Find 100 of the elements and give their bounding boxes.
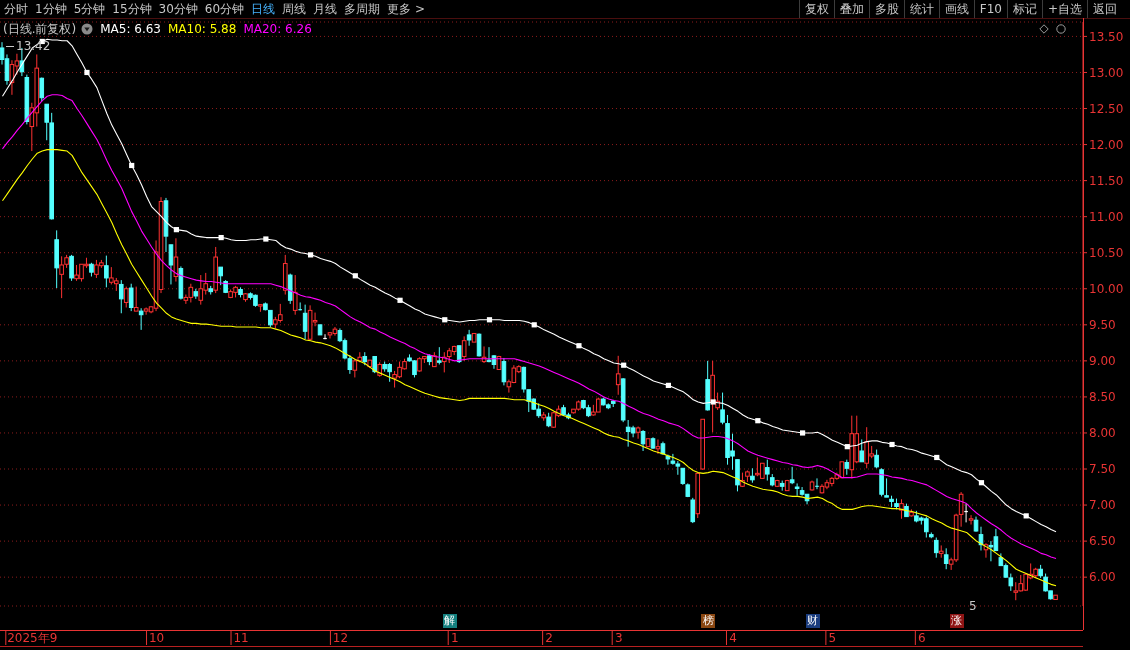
text: MA10: 5.88 <box>167 22 237 36</box>
x-tick-label: 4 <box>729 631 737 645</box>
candlestick <box>461 335 467 362</box>
line-series <box>1 38 1057 533</box>
candlestick <box>635 425 641 440</box>
point <box>352 273 358 279</box>
point <box>934 454 940 461</box>
candlestick <box>168 244 174 285</box>
candlestick <box>874 449 879 469</box>
x-tick-label: 2025年9 <box>7 631 58 645</box>
candlestick <box>859 438 865 463</box>
point <box>84 69 90 76</box>
candlestick <box>720 392 725 425</box>
y-tick-label: 6.50 <box>1089 534 1116 549</box>
candlestick <box>322 333 328 340</box>
candlestick <box>615 355 621 396</box>
text: 画线 <box>938 0 974 18</box>
y-tick-label: 13.50 <box>1089 29 1124 44</box>
candlestick <box>943 547 949 570</box>
candlestick <box>670 453 676 466</box>
y-tick-label: 12.50 <box>1089 101 1124 116</box>
candlestick <box>138 307 144 331</box>
x-tick-label: 12 <box>332 631 349 645</box>
candlestick <box>118 279 124 314</box>
candlestick <box>9 59 15 96</box>
candlestick <box>476 332 482 358</box>
candlestick <box>173 237 179 283</box>
text: 复权 <box>798 0 834 18</box>
candlestick <box>501 357 507 386</box>
y-tick-label: 10.00 <box>1089 282 1124 297</box>
point <box>621 362 627 368</box>
candlestick <box>665 454 671 466</box>
text: 1分钟 <box>35 1 67 18</box>
candlestick <box>899 498 904 520</box>
candlestick <box>128 283 134 312</box>
candlestick <box>988 540 994 562</box>
candlestick <box>690 497 696 524</box>
text: 5分钟 <box>73 1 106 18</box>
text: MA20: 6.26 <box>243 22 312 36</box>
y-tick-label: 6.00 <box>1089 570 1116 585</box>
candlestick <box>963 503 969 523</box>
candlestick <box>486 346 492 363</box>
point <box>844 444 850 450</box>
y-tick-label: 9.50 <box>1089 318 1116 333</box>
text: F10 <box>973 0 1007 18</box>
line-series <box>1 149 1057 587</box>
text: 日线 <box>251 1 276 18</box>
y-tick-label: 9.00 <box>1089 354 1116 369</box>
y-tick-label: 7.50 <box>1089 462 1116 477</box>
text: 分时 <box>4 1 28 18</box>
candlestick <box>884 477 889 498</box>
candlestick <box>789 466 795 485</box>
point <box>397 297 403 303</box>
y-tick-label: 11.00 <box>1089 209 1124 224</box>
text: 月线 <box>313 1 338 18</box>
point <box>173 227 180 233</box>
candlestick <box>640 429 646 452</box>
point <box>307 252 314 258</box>
point <box>129 162 135 169</box>
x-tick-label: 10 <box>148 631 165 645</box>
candlestick <box>198 274 204 306</box>
point <box>531 322 537 328</box>
y-tick-label: 13.00 <box>1089 65 1124 80</box>
candlestick <box>765 459 770 482</box>
candlestick <box>277 303 283 324</box>
text: 多股 <box>868 0 904 18</box>
text: 更多 > <box>387 1 425 18</box>
point <box>710 399 716 405</box>
candlestick <box>123 286 129 309</box>
candlestick <box>218 266 223 286</box>
y-tick-label: 8.50 <box>1089 390 1116 405</box>
candlestick <box>814 477 820 490</box>
y-tick-label: 11.50 <box>1089 173 1124 188</box>
text: 涨 <box>949 614 964 628</box>
text: 返回 <box>1087 0 1122 18</box>
chart-title: (日线.前复权) <box>3 22 77 36</box>
candlestick <box>292 274 298 316</box>
text: 财 <box>805 614 820 628</box>
text: 30分钟 <box>158 1 198 18</box>
candlestick <box>466 329 472 347</box>
point <box>755 418 761 424</box>
candlestick <box>302 304 308 340</box>
x-tick-label: 2 <box>545 631 553 645</box>
x-tick-label: 3 <box>614 631 623 645</box>
y-tick-label: 12.00 <box>1089 137 1124 152</box>
candlestick <box>104 255 109 288</box>
text: 60分钟 <box>204 1 245 18</box>
y-tick-label: 10.50 <box>1089 245 1124 260</box>
text: 解 <box>442 614 457 628</box>
point <box>799 430 806 436</box>
point <box>442 317 448 323</box>
line-series <box>1 94 1057 559</box>
point <box>978 480 985 486</box>
x-tick-label: 1 <box>450 631 459 645</box>
text: MA5: 6.63 <box>100 22 161 36</box>
candlestick <box>133 286 139 312</box>
point <box>263 236 269 242</box>
text: 多周期 <box>344 1 381 18</box>
point <box>665 382 671 388</box>
text: +自选 <box>1041 0 1087 18</box>
